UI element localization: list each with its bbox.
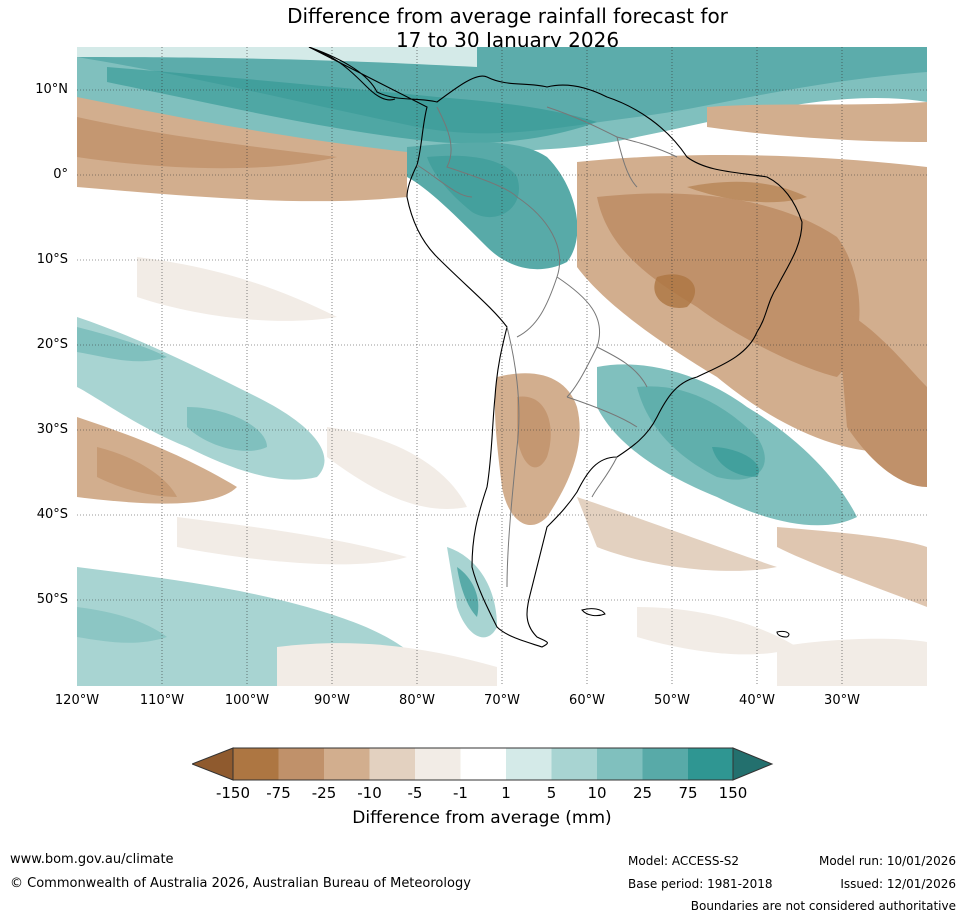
lat-label-0: 0° [53,167,68,182]
colorbar-swatch-5 [415,748,461,780]
colorbar-swatch-10 [642,748,688,780]
colorbar-swatch-1 [233,748,279,780]
colorbar-swatch-3 [324,748,370,780]
colorbar-tick: -10 [357,784,382,802]
colorbar-tick: 10 [587,784,607,802]
colorbar-swatch-4 [369,748,415,780]
lon-label-60w: 60°W [569,693,605,708]
lon-label-70w: 70°W [484,693,520,708]
rainfall-map [77,47,927,686]
lon-label-30w: 30°W [824,693,860,708]
title-line-1: Difference from average rainfall forecas… [287,4,728,28]
colorbar-swatch-11 [688,748,733,780]
colorbar-swatch-below-150 [192,747,234,781]
model-text: Model: ACCESS-S2 [628,854,740,868]
copyright-text: © Commonwealth of Australia 2026, Austra… [10,876,471,891]
country-borders [416,106,678,588]
colorbar-tick: 75 [678,784,698,802]
colorbar-tick: -150 [215,784,251,802]
map-title: Difference from average rainfall forecas… [0,4,965,52]
lat-label-10s: 10°S [36,252,68,267]
south-america-coastline [308,47,803,648]
lat-label-30s: 30°S [36,422,68,437]
colorbar-label: Difference from average (mm) [352,808,612,828]
lon-label-80w: 80°W [399,693,435,708]
issued-text: Issued: 12/01/2026 [840,877,956,891]
disclaimer-text: Boundaries are not considered authoritat… [690,899,956,913]
lon-label-100w: 100°W [224,693,270,708]
website-link[interactable]: www.bom.gov.au/climate [10,852,174,867]
colorbar-tick: 25 [632,784,653,802]
colorbar-swatch-2 [278,748,324,780]
lon-label-110w: 110°W [139,693,185,708]
colorbar-swatch-6 [460,748,506,780]
central-america-coastline [308,47,396,101]
colorbar-tick: -5 [407,784,423,802]
lon-label-90w: 90°W [314,693,350,708]
lon-label-40w: 40°W [739,693,775,708]
colorbar-tick: -25 [311,784,337,802]
colorbar-swatch-above-150 [732,747,774,781]
lon-label-120w: 120°W [54,693,100,708]
colorbar-swatch-9 [597,748,643,780]
colorbar-tick: -75 [266,784,291,802]
base-period-text: Base period: 1981-2018 [628,877,773,891]
lat-label-20s: 20°S [36,337,68,352]
legend-colorbar [192,747,774,781]
colorbar-tick: -1 [453,784,468,802]
map-svg [77,47,927,686]
lat-label-10n: 10°N [35,82,68,97]
lat-label-40s: 40°S [36,507,68,522]
lat-label-50s: 50°S [36,592,68,607]
lon-label-50w: 50°W [654,693,690,708]
model-run-text: Model run: 10/01/2026 [818,854,956,868]
colorbar-tick: 5 [546,784,557,802]
colorbar-tick: 150 [718,784,748,802]
colorbar-tick: 1 [501,784,511,802]
colorbar-swatch-8 [551,748,597,780]
colorbar-swatch-7 [506,748,552,780]
